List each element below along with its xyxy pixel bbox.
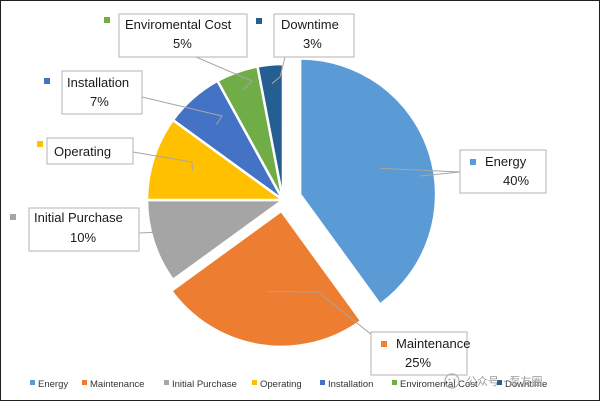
callout-swatch bbox=[10, 214, 16, 220]
callout-swatch bbox=[256, 18, 262, 24]
callout-category: Energy bbox=[485, 154, 527, 169]
callout-percent: 3% bbox=[303, 36, 322, 51]
pie-slices bbox=[145, 57, 438, 349]
legend-label: Operating bbox=[260, 379, 302, 390]
legend-swatch bbox=[164, 380, 169, 385]
callout-percent: 7% bbox=[90, 94, 109, 109]
callout-box bbox=[370, 331, 468, 376]
callout-swatch bbox=[470, 159, 476, 165]
leader-line-installation bbox=[141, 96, 223, 125]
callout-category: Downtime bbox=[281, 17, 339, 32]
legend-item-initial-purchase: Initial Purchase bbox=[164, 379, 237, 390]
leader-line-initial-purchase bbox=[138, 229, 190, 234]
leader-line-downtime bbox=[271, 56, 286, 84]
callout-percent: 25% bbox=[405, 355, 431, 370]
legend-item-enviromental-cost: Enviromental Cost bbox=[392, 379, 478, 390]
callout-percent: 10% bbox=[70, 230, 96, 245]
callout-swatch bbox=[44, 78, 50, 84]
leader-line-maintenance bbox=[268, 290, 373, 336]
legend-label: Initial Purchase bbox=[172, 379, 237, 390]
legend-swatch bbox=[497, 380, 502, 385]
callout-enviromental-cost: Enviromental Cost 5% bbox=[104, 13, 248, 58]
slice-energy bbox=[298, 57, 438, 306]
legend-item-installation: Installation bbox=[320, 379, 373, 390]
callout-category: Maintenance bbox=[396, 336, 470, 351]
callout-swatch bbox=[104, 17, 110, 23]
callout-category: Installation bbox=[67, 75, 129, 90]
slice-operating bbox=[145, 118, 285, 202]
callout-energy: Energy 40% bbox=[459, 149, 547, 194]
callout-box bbox=[273, 13, 355, 58]
legend-item-energy: Energy bbox=[30, 379, 68, 390]
legend-swatch bbox=[252, 380, 257, 385]
callout-downtime: Downtime 3% bbox=[256, 13, 355, 58]
callout-box bbox=[46, 137, 134, 165]
callout-swatch bbox=[381, 341, 387, 347]
legend-label: Maintenance bbox=[90, 379, 144, 390]
legend-item-maintenance: Maintenance bbox=[82, 379, 144, 390]
legend-swatch bbox=[82, 380, 87, 385]
callout-category: Operating bbox=[54, 144, 111, 159]
legend-label: Installation bbox=[328, 379, 373, 390]
legend-label: Energy bbox=[38, 379, 68, 390]
callout-percent: 5% bbox=[173, 36, 192, 51]
legend: Energy Maintenance Initial Purchase Operati… bbox=[30, 379, 547, 390]
legend-label: Downtime bbox=[505, 379, 547, 390]
legend-swatch bbox=[320, 380, 325, 385]
callout-initial-purchase: Initial Purchase 10% bbox=[10, 207, 140, 252]
data-callouts: Energy 40% Maintenance 25% Initial Purchase 1… bbox=[10, 13, 547, 376]
slice-maintenance bbox=[170, 209, 363, 349]
callout-box bbox=[61, 70, 143, 115]
watermark-text: 公众号 · 泵友圈 bbox=[466, 374, 543, 388]
leader-line-operating bbox=[132, 151, 193, 171]
callout-swatch bbox=[37, 141, 43, 147]
callout-category: Initial Purchase bbox=[34, 210, 123, 225]
leader-line-enviromental-cost bbox=[195, 56, 253, 91]
callout-box bbox=[118, 13, 248, 58]
callout-installation: Installation 7% bbox=[44, 70, 143, 115]
watermark: 公众号 · 泵友圈 bbox=[444, 373, 543, 389]
slice-initial-purchase bbox=[145, 198, 285, 282]
legend-swatch bbox=[30, 380, 35, 385]
callout-percent: 40% bbox=[503, 173, 529, 188]
legend-item-downtime: Downtime bbox=[497, 379, 547, 390]
legend-label: Enviromental Cost bbox=[400, 379, 478, 390]
legend-swatch bbox=[392, 380, 397, 385]
callout-maintenance: Maintenance 25% bbox=[370, 331, 470, 376]
callout-category: Enviromental Cost bbox=[125, 17, 232, 32]
callout-box bbox=[28, 207, 140, 252]
legend-item-operating: Operating bbox=[252, 379, 302, 390]
callout-box bbox=[459, 149, 547, 194]
callout-operating: Operating bbox=[37, 137, 134, 165]
